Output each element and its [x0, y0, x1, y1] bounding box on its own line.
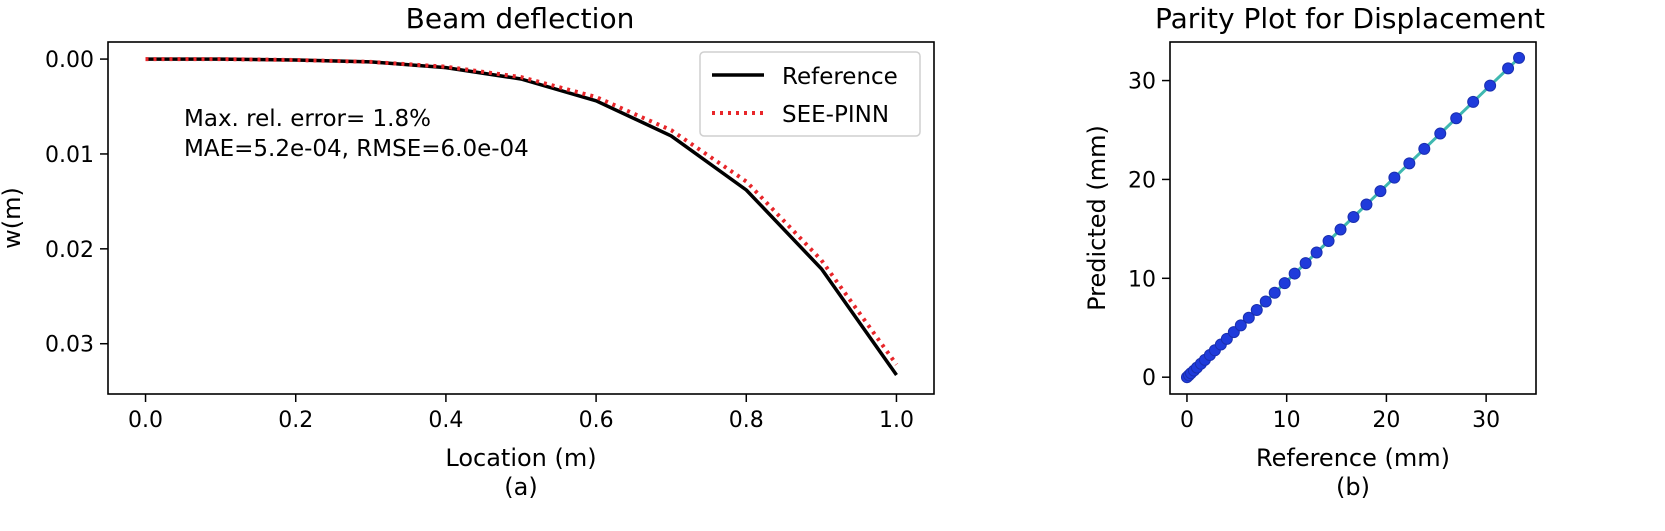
parity-point	[1374, 185, 1387, 198]
parity-point	[1242, 311, 1255, 324]
x-tick-label: 1.0	[879, 408, 914, 433]
y-tick-label: 30	[1128, 70, 1156, 95]
chart-b-caption: (b)	[1336, 473, 1370, 501]
chart-a-legend: Reference SEE-PINN	[699, 51, 921, 137]
x-tick-label: 0.8	[729, 408, 764, 433]
y-tick-label: 0.00	[45, 48, 94, 73]
parity-point	[1322, 235, 1335, 248]
y-tick-label: 0.03	[45, 333, 94, 358]
parity-point	[1513, 51, 1526, 64]
parity-point	[1288, 267, 1301, 280]
parity-point	[1502, 62, 1515, 75]
legend-reference-label: Reference	[782, 64, 898, 90]
parity-point	[1467, 95, 1480, 108]
chart-a-xlabel: Location (m)	[445, 444, 596, 472]
x-tick-label: 0	[1180, 408, 1194, 433]
x-tick-label: 10	[1273, 408, 1301, 433]
chart-b-title: Parity Plot for Displacement	[1155, 2, 1545, 35]
chart-a-ylabel: w(m)	[0, 187, 26, 249]
parity-point	[1388, 171, 1401, 184]
parity-point	[1418, 142, 1431, 155]
chart-b-xlabel: Reference (mm)	[1256, 444, 1450, 472]
y-tick-label: 0.02	[45, 238, 94, 263]
chart-a-caption: (a)	[504, 473, 537, 501]
see-pinn-line	[145, 57, 899, 366]
y-tick-label: 0.01	[45, 143, 94, 168]
parity-point	[1268, 286, 1281, 299]
annotation-max-rel-error: Max. rel. error= 1.8%	[184, 106, 431, 132]
parity-plot-chart: Parity Plot for Displacement 0 10 20 30 0 10…	[1083, 2, 1545, 501]
parity-point	[1360, 198, 1373, 211]
chart-b-frame	[1169, 41, 1537, 395]
x-tick-label: 30	[1472, 408, 1500, 433]
x-tick-label: 0.6	[579, 408, 614, 433]
chart-a-title: Beam deflection	[406, 2, 635, 35]
beam-deflection-chart: Beam deflection 0.0 0.2 0.4 0.6 0.8 1.0 0.00 0…	[0, 2, 935, 501]
parity-point	[1250, 304, 1263, 317]
parity-point	[1234, 319, 1247, 332]
x-tick-label: 0.2	[278, 408, 313, 433]
parity-point	[1278, 277, 1291, 290]
x-tick-label: 0.4	[428, 408, 463, 433]
chart-b-ylabel: Predicted (mm)	[1083, 125, 1111, 311]
parity-point	[1403, 157, 1416, 170]
parity-point	[1310, 246, 1323, 259]
chart-a-frame	[107, 41, 935, 395]
x-tick-label: 20	[1372, 408, 1400, 433]
annotation-mae-rmse: MAE=5.2e-04, RMSE=6.0e-04	[184, 136, 529, 162]
legend-see-pinn-label: SEE-PINN	[782, 102, 889, 128]
parity-point	[1484, 79, 1497, 92]
parity-point	[1347, 211, 1360, 224]
parity-point	[1434, 127, 1447, 140]
y-tick-label: 20	[1128, 168, 1156, 193]
parity-point	[1450, 112, 1463, 125]
parity-point	[1334, 223, 1347, 236]
y-tick-label: 0	[1142, 366, 1156, 391]
x-tick-label: 0.0	[128, 408, 163, 433]
parity-point	[1259, 295, 1272, 308]
y-tick-label: 10	[1128, 267, 1156, 292]
parity-point	[1299, 257, 1312, 270]
